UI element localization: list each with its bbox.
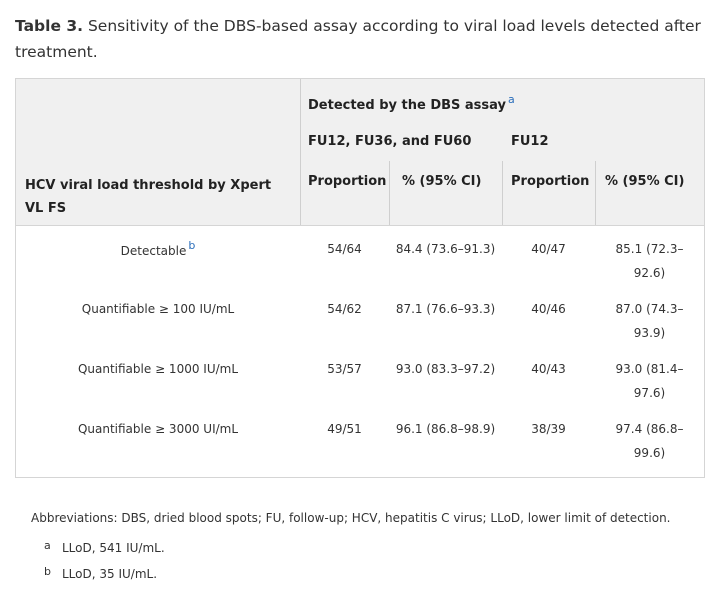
- proportion-cell: 53/57: [327, 362, 362, 376]
- proportion-cell: 54/64: [327, 242, 362, 256]
- ci-cell: 93.0 (81.4–97.6): [615, 362, 684, 400]
- ci-cell: 87.1 (76.6–93.3): [395, 302, 496, 316]
- footnote-text: LLoD, 541 IU/mL.: [62, 541, 165, 555]
- footnote-text: LLoD, 35 IU/mL.: [62, 567, 158, 581]
- caption-label: Table 3.: [15, 17, 84, 35]
- proportion-cell: 40/43: [531, 362, 566, 376]
- proportion-cell: 38/39: [531, 422, 566, 436]
- row-label: Detectable b: [16, 234, 300, 263]
- footnote-a: a LLoD, 541 IU/mL.: [44, 539, 165, 555]
- header-divider: [389, 161, 390, 225]
- footnote-mark: b: [44, 565, 51, 578]
- subgroup-header-1: FU12, FU36, and FU60: [308, 134, 472, 149]
- group-header-label: Detected by the DBS assay: [308, 98, 507, 113]
- col-ci-2: % (95% CI): [605, 174, 685, 189]
- header-divider: [300, 79, 301, 225]
- footnote-mark: a: [44, 539, 51, 552]
- ci-cell: 87.0 (74.3–93.9): [615, 302, 684, 340]
- row-label-text: Detectable: [120, 244, 187, 258]
- ci-cell: 97.4 (86.8–99.6): [615, 422, 684, 460]
- ci-cell: 84.4 (73.6–91.3): [395, 242, 496, 256]
- proportion-cell: 54/62: [327, 302, 362, 316]
- proportion-cell: 40/47: [531, 242, 566, 256]
- row-header-label: HCV viral load threshold by Xpert VL FS: [25, 178, 272, 216]
- ci-cell: 85.1 (72.3–92.6): [615, 242, 684, 280]
- col-proportion-2: Proportion: [511, 174, 590, 189]
- col-ci-1: % (95% CI): [402, 174, 482, 189]
- table-header: Detected by the DBS assay a FU12, FU36, a…: [16, 79, 704, 226]
- col-proportion-1: Proportion: [308, 174, 387, 189]
- table-caption: Table 3. Sensitivity of the DBS-based as…: [15, 13, 705, 65]
- footnote-link-a[interactable]: a: [508, 93, 515, 106]
- header-divider: [502, 161, 503, 225]
- group-header: Detected by the DBS assay a: [308, 93, 515, 113]
- row-label: Quantifiable ≥ 3000 UI/mL: [77, 422, 239, 436]
- footnote-b: b LLoD, 35 IU/mL.: [44, 565, 157, 581]
- ci-cell: 96.1 (86.8–98.9): [395, 422, 496, 436]
- caption-text: Sensitivity of the DBS-based assay accor…: [15, 17, 701, 61]
- ci-cell: 93.0 (83.3–97.2): [395, 362, 496, 376]
- proportion-cell: 40/46: [531, 302, 566, 316]
- footnote-link-b[interactable]: b: [188, 239, 196, 252]
- proportion-cell: 49/51: [327, 422, 362, 436]
- subgroup-header-2: FU12: [511, 134, 549, 149]
- abbreviations-note: Abbreviations: DBS, dried blood spots; F…: [31, 511, 671, 525]
- header-divider: [595, 161, 596, 225]
- row-label: Quantifiable ≥ 1000 IU/mL: [77, 362, 239, 376]
- sensitivity-table: Detected by the DBS assay a FU12, FU36, a…: [15, 78, 705, 478]
- row-label: Quantifiable ≥ 100 IU/mL: [81, 302, 235, 316]
